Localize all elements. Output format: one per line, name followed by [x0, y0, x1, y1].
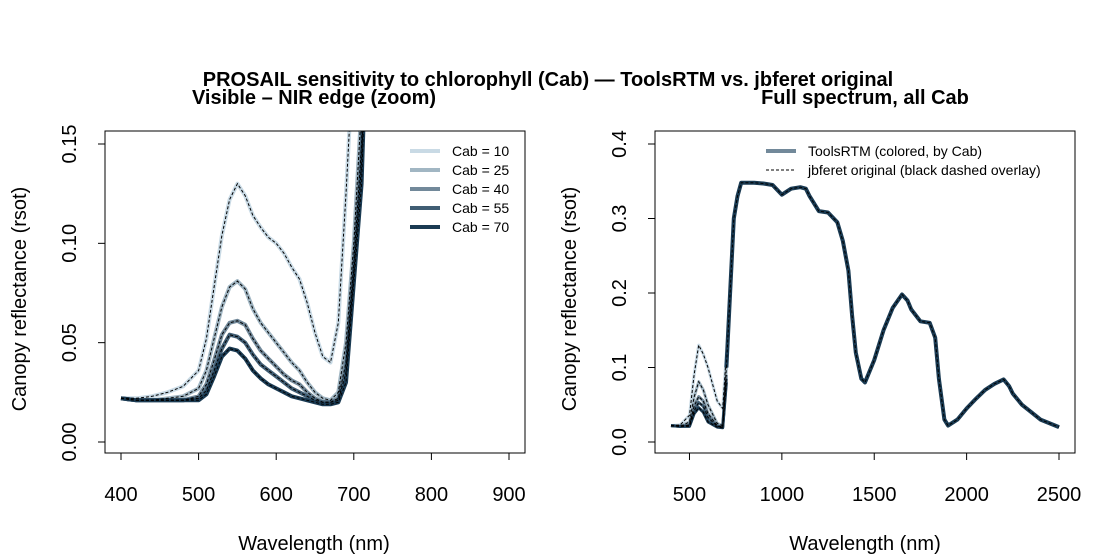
right-full-overlay-line — [725, 182, 1060, 428]
legend-label: Cab = 55 — [452, 200, 509, 216]
right-x-tick-label: 1000 — [760, 484, 805, 506]
legend-label: Cab = 40 — [452, 181, 509, 197]
left-plot-box — [104, 130, 526, 454]
right-panel: Full spectrum, all Cab 500 1000 1500 2000 25… — [559, 87, 1081, 555]
right-x-tick-label: 500 — [673, 484, 706, 506]
right-full-series-line-5 — [724, 180, 1060, 429]
right-visible-overlay-1 — [670, 343, 727, 427]
right-legend: ToolsRTM (colored, by Cab) jbferet origin… — [766, 143, 1041, 178]
right-y-tick-label: 0.2 — [609, 279, 631, 307]
legend-label: Cab = 70 — [452, 219, 509, 235]
right-y-tick-label: 0.3 — [609, 205, 631, 233]
left-panel: Visible – NIR edge (zoom) 400 500 600 700 80… — [9, 87, 526, 555]
left-x-tick-label: 900 — [492, 484, 525, 506]
legend-label: Cab = 25 — [452, 162, 509, 178]
left-series-line-4 — [120, 131, 365, 405]
left-x-tick-label: 400 — [104, 484, 137, 506]
left-x-tick-label: 500 — [182, 484, 215, 506]
left-x-tick-label: 600 — [260, 484, 293, 506]
right-x-axis: 500 1000 1500 2000 2500 — [673, 453, 1081, 506]
left-y-tick-label: 0.15 — [59, 125, 81, 164]
legend-label: ToolsRTM (colored, by Cab) — [808, 143, 982, 159]
left-plot-area — [120, 131, 366, 407]
right-y-tick-label: 0.4 — [609, 130, 631, 158]
left-x-tick-label: 700 — [337, 484, 370, 506]
left-y-axis-label: Canopy reflectance (rsot) — [9, 187, 31, 412]
left-x-tick-label: 800 — [415, 484, 448, 506]
right-visible-overlay-4 — [670, 378, 727, 428]
right-plot-box — [654, 130, 1076, 454]
legend-label: Cab = 10 — [452, 143, 509, 159]
left-panel-title: Visible – NIR edge (zoom) — [192, 87, 436, 109]
figure-suptitle: PROSAIL sensitivity to chlorophyll (Cab)… — [203, 69, 893, 91]
left-overlay-line-3 — [120, 131, 363, 403]
right-x-tick-label: 2000 — [944, 484, 989, 506]
right-x-axis-label: Wavelength (nm) — [789, 533, 941, 555]
left-y-tick-label: 0.10 — [59, 224, 81, 263]
left-series-line-1 — [121, 131, 352, 401]
left-legend: Cab = 10 Cab = 25 Cab = 40 Cab = 55 Cab = 70 — [410, 143, 509, 235]
left-x-axis: 400 500 600 700 800 900 — [104, 452, 526, 506]
left-overlay-line-2 — [120, 131, 361, 401]
left-y-tick-label: 0.00 — [59, 423, 81, 462]
left-y-tick-label: 0.05 — [59, 323, 81, 362]
right-y-tick-label: 0.1 — [609, 354, 631, 382]
left-x-axis-label: Wavelength (nm) — [238, 533, 390, 555]
right-y-tick-label: 0.0 — [609, 428, 631, 456]
legend-label: jbferet original (black dashed overlay) — [807, 162, 1041, 178]
right-x-tick-label: 1500 — [852, 484, 897, 506]
right-visible-overlay-5 — [670, 382, 727, 429]
left-y-axis: 0.00 0.05 0.10 0.15 — [59, 125, 105, 462]
right-y-axis-label: Canopy reflectance (rsot) — [559, 187, 581, 412]
left-series-line-5 — [120, 131, 366, 407]
right-plot-area — [670, 180, 1060, 430]
left-overlay-line-4 — [120, 131, 364, 403]
right-x-tick-label: 2500 — [1037, 484, 1082, 506]
right-visible-overlay-2 — [670, 367, 727, 427]
right-panel-title: Full spectrum, all Cab — [761, 87, 969, 109]
right-y-axis: 0.0 0.1 0.2 0.3 0.4 — [609, 130, 655, 456]
